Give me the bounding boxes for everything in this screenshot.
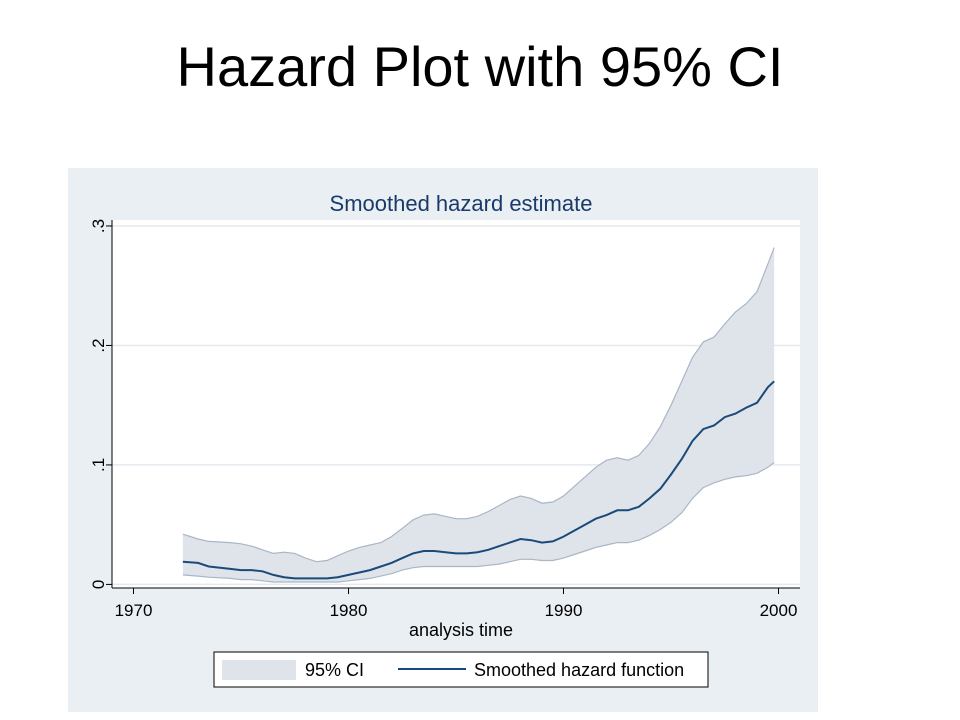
x-tick-label-0: 1970 [115,601,153,620]
chart-title: Smoothed hazard estimate [330,191,593,216]
gridlines [112,225,800,586]
legend-ci-swatch [222,660,296,680]
y-tick-label-2: .2 [89,338,108,352]
x-tick-label-3: 2000 [760,601,798,620]
legend-hazard-label: Smoothed hazard function [474,660,684,680]
ci-upper-edge [182,247,775,563]
x-axis-label: analysis time [409,620,513,640]
y-tick-label-3: .3 [89,219,108,233]
x-tick-label-2: 1990 [545,601,583,620]
legend: 95% CI Smoothed hazard function [213,651,709,688]
y-tick-label-0: 0 [89,580,108,589]
slide-title: Hazard Plot with 95% CI [176,35,784,98]
legend-ci-label: 95% CI [305,660,364,680]
smoothed-hazard-line [182,380,775,580]
x-tick-label-1: 1980 [330,601,368,620]
y-tick-label-1: .1 [89,458,108,472]
ci-lower-edge [182,462,775,583]
ci-band [182,247,775,582]
axes: 0 .1 .2 .3 1970 1980 1990 2000 [89,219,800,620]
